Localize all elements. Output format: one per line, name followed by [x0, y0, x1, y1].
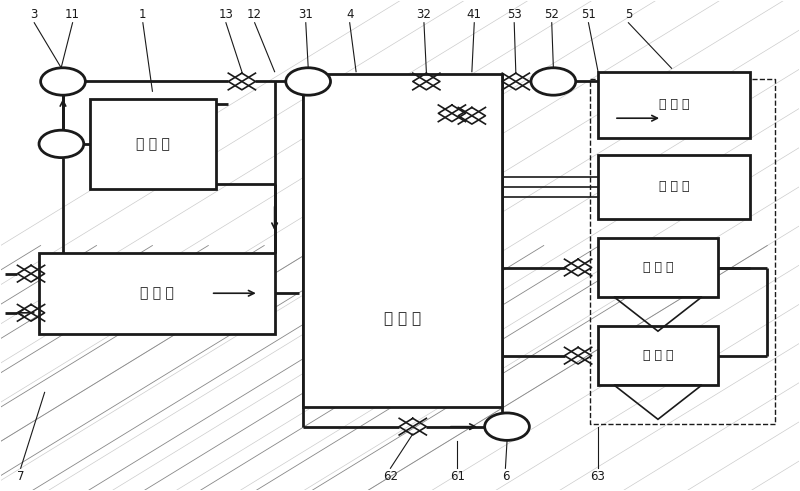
Text: 3: 3 — [30, 8, 38, 21]
Circle shape — [531, 68, 576, 95]
Text: 控 制 器: 控 制 器 — [658, 180, 689, 193]
Bar — [39, 253, 274, 333]
Bar — [598, 238, 718, 297]
Bar — [90, 99, 216, 189]
Text: 4: 4 — [346, 8, 354, 21]
Circle shape — [39, 130, 84, 158]
Text: 63: 63 — [590, 470, 606, 483]
Text: 13: 13 — [218, 8, 234, 21]
Bar — [302, 74, 502, 407]
Circle shape — [286, 68, 330, 95]
Text: 52: 52 — [544, 8, 559, 21]
Text: 32: 32 — [417, 8, 431, 21]
Text: 6: 6 — [502, 470, 509, 483]
Text: 脱 水 机: 脱 水 机 — [642, 261, 674, 274]
Text: 12: 12 — [247, 8, 262, 21]
Text: 5: 5 — [625, 8, 632, 21]
Text: 7: 7 — [17, 470, 25, 483]
Bar — [598, 327, 718, 385]
Text: 51: 51 — [581, 8, 596, 21]
Text: 62: 62 — [383, 470, 398, 483]
Text: 53: 53 — [507, 8, 522, 21]
Text: 11: 11 — [65, 8, 80, 21]
Text: 31: 31 — [298, 8, 314, 21]
Text: 调 节 池: 调 节 池 — [384, 311, 421, 327]
Text: 换 热 器: 换 热 器 — [140, 286, 174, 300]
Text: 碱 液 池: 碱 液 池 — [658, 98, 689, 111]
Text: 41: 41 — [466, 8, 482, 21]
Circle shape — [485, 413, 530, 440]
Text: 61: 61 — [450, 470, 465, 483]
Bar — [598, 72, 750, 138]
Text: 1: 1 — [139, 8, 146, 21]
Bar — [598, 155, 750, 218]
Circle shape — [41, 68, 86, 95]
Text: 热 水 箱: 热 水 箱 — [136, 137, 170, 151]
Text: 脱 水 机: 脱 水 机 — [642, 349, 674, 362]
